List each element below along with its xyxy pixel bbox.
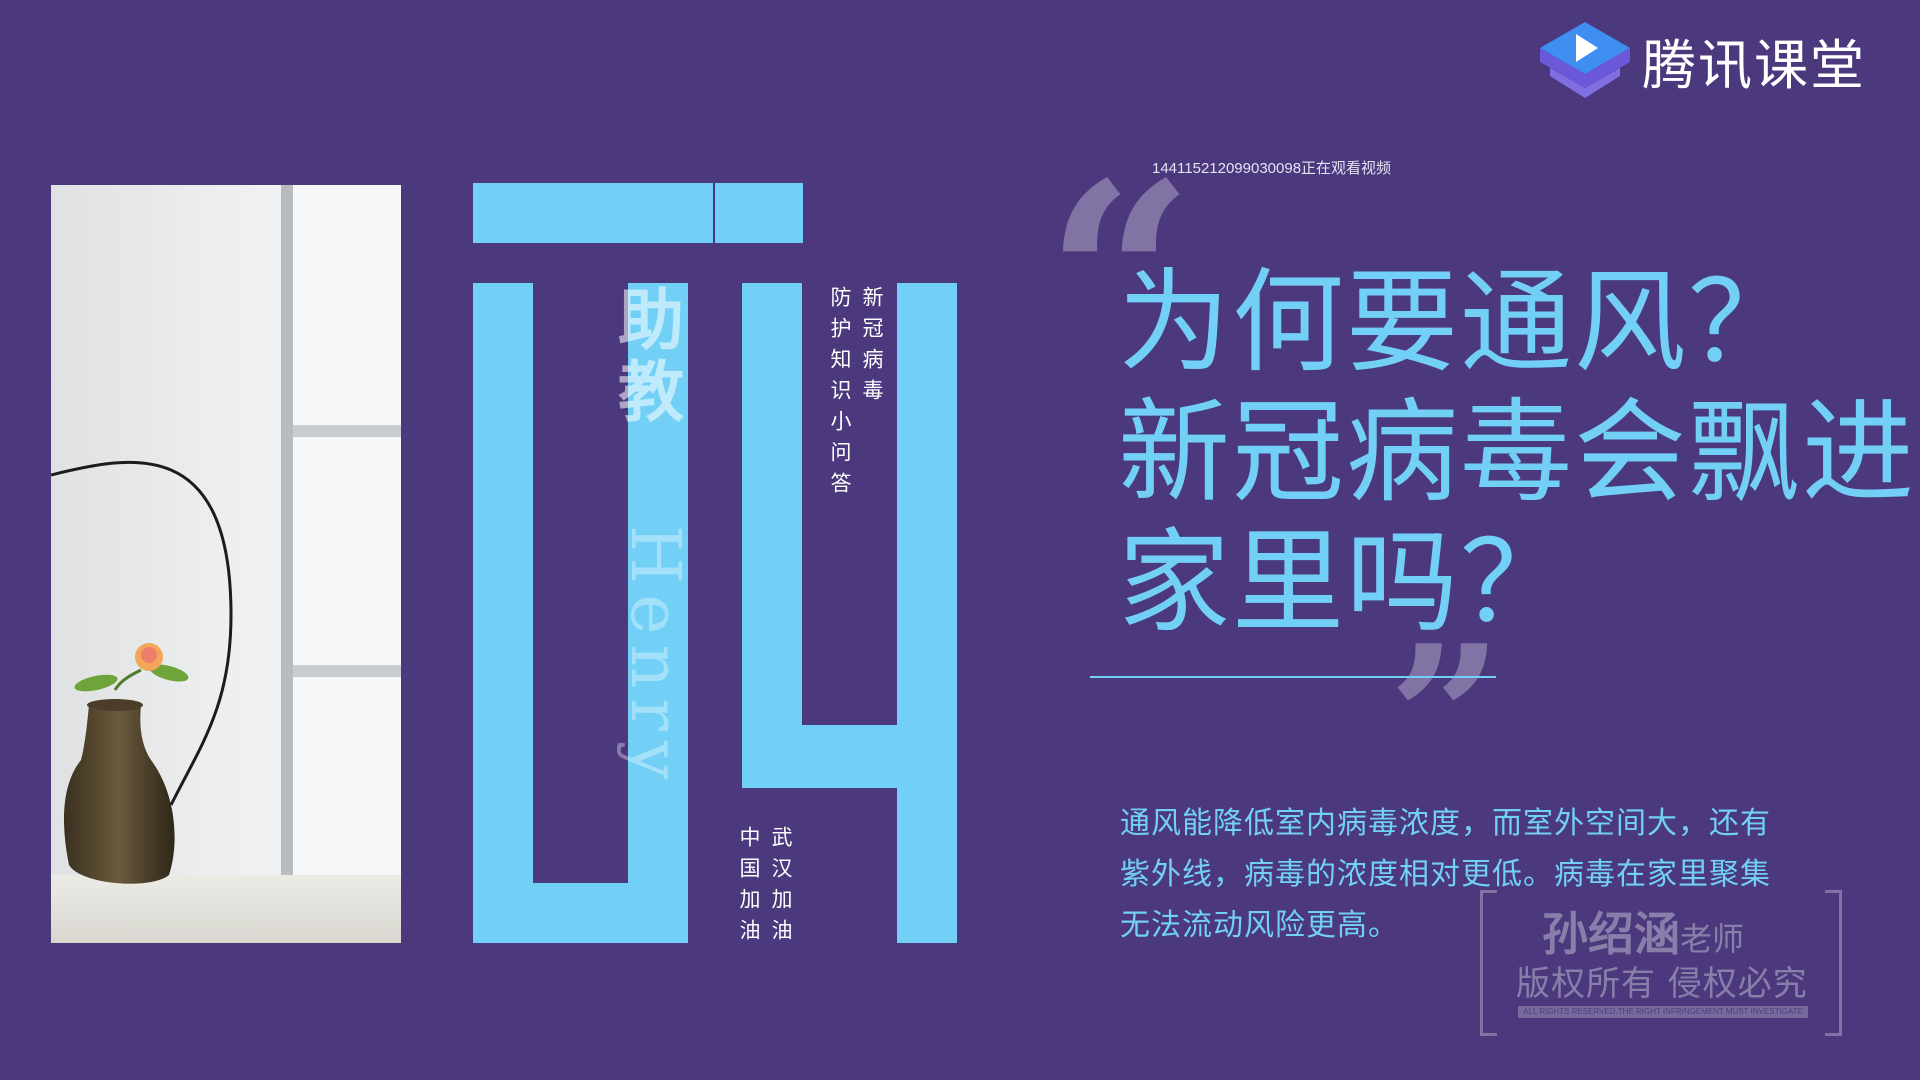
chevron-arrow-icon	[715, 183, 803, 243]
vase-photo	[51, 185, 401, 943]
quote-close-icon: ”	[1388, 602, 1504, 837]
watermark-teacher-name: 孙绍涵	[1542, 907, 1680, 961]
zero-left-bar	[473, 283, 533, 943]
zero-right-bar	[628, 283, 688, 943]
title-line: 家里吗？	[1118, 518, 1574, 648]
cheer-line1: 武汉加油	[769, 826, 793, 950]
copyright-watermark: 孙绍涵老师 版权所有 侵权必究 ALL RIGHTS RESERVED.THE …	[1480, 890, 1842, 1036]
watermark-teacher: 孙绍涵老师	[1542, 898, 1744, 964]
series-title-line2: 防护知识小问答	[828, 286, 852, 503]
assistant-label: 助教	[607, 285, 684, 429]
divider	[1090, 676, 1496, 678]
slide-title: 为何要通风？ 新冠病毒会飘进 家里吗？	[1118, 258, 1916, 648]
watermark-copyright: 版权所有 侵权必究	[1516, 964, 1808, 1004]
top-bar	[473, 183, 713, 243]
cheer-line2: 中国加油	[737, 826, 761, 950]
watermark-small-print: ALL RIGHTS RESERVED.THE RIGHT INFRINGEME…	[1518, 1006, 1808, 1018]
assistant-name: Henry	[615, 525, 694, 790]
brand-name: 腾讯课堂	[1642, 33, 1866, 97]
watermark-bracket-left	[1480, 890, 1497, 1036]
brand-logo: 腾讯课堂	[1540, 20, 1866, 100]
four-left-bar	[742, 283, 802, 788]
title-line: 为何要通风？	[1118, 258, 1802, 388]
watermark-bracket-right	[1825, 890, 1842, 1036]
tencent-classroom-logo-icon	[1540, 22, 1630, 98]
series-title-line1: 新冠病毒	[860, 286, 884, 410]
body-text: 通风能降低室内病毒浓度，而室外空间大，还有紫外线，病毒的浓度相对更低。病毒在家里…	[1120, 806, 1771, 943]
quote-open-icon: “	[1045, 127, 1195, 432]
zero-bottom-bar	[473, 883, 688, 943]
watermark-teacher-title: 老师	[1680, 920, 1745, 958]
viewer-notice: 144115212099030098正在观看视频	[1152, 160, 1392, 177]
four-right-bar	[897, 283, 957, 943]
title-line: 新冠病毒会飘进	[1118, 388, 1916, 518]
